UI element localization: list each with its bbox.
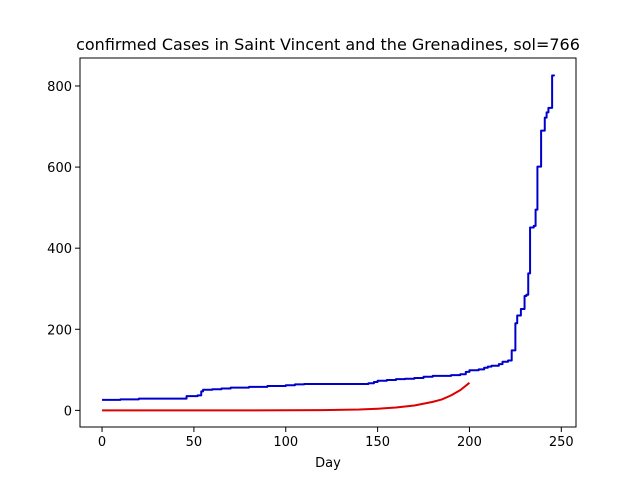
y-tick-label: 400 bbox=[47, 242, 72, 257]
x-tick-label: 100 bbox=[273, 435, 298, 450]
series-layer bbox=[102, 74, 555, 412]
y-axis-ticks: 0 200 400 600 800 bbox=[47, 80, 80, 419]
x-axis-ticks: 0 50 100 150 200 250 bbox=[98, 427, 574, 450]
chart-title: confirmed Cases in Saint Vincent and the… bbox=[76, 35, 580, 54]
y-tick-label: 800 bbox=[47, 80, 72, 95]
x-tick-label: 50 bbox=[186, 435, 203, 450]
y-tick-label: 0 bbox=[64, 404, 72, 419]
series-line-2 bbox=[102, 382, 471, 412]
x-tick-label: 150 bbox=[365, 435, 390, 450]
axes-frame bbox=[79, 57, 577, 428]
y-tick-label: 600 bbox=[47, 161, 72, 176]
x-axis-label: Day bbox=[315, 456, 341, 471]
x-tick-label: 250 bbox=[549, 435, 574, 450]
series-line-1 bbox=[102, 74, 555, 401]
x-tick-label: 200 bbox=[457, 435, 482, 450]
x-tick-label: 0 bbox=[98, 435, 106, 450]
y-tick-label: 200 bbox=[47, 323, 72, 338]
